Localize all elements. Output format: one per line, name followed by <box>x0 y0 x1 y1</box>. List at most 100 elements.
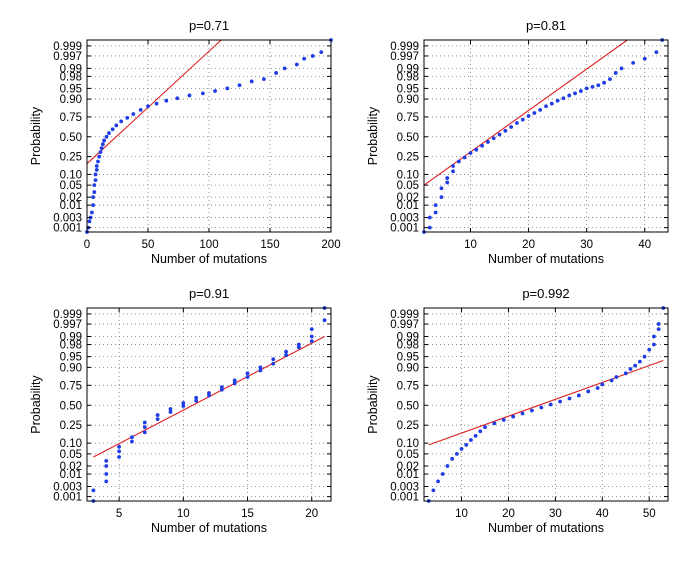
x-tick-label: 0 <box>84 239 90 251</box>
data-point <box>117 444 122 449</box>
data-point <box>284 349 288 354</box>
y-tick-label: 0.25 <box>397 152 419 164</box>
data-point <box>483 425 487 430</box>
y-tick-label: 0.001 <box>390 492 419 504</box>
y-tick-label: 0.95 <box>397 83 419 95</box>
y-tick-label: 0.98 <box>60 71 82 83</box>
y-tick-label: 0.997 <box>53 51 82 63</box>
y-tick-label: 0.99 <box>397 331 419 343</box>
data-point <box>322 318 327 323</box>
data-point <box>596 83 601 88</box>
data-point <box>117 449 122 454</box>
x-axis-label: Number of mutations <box>488 521 604 535</box>
chart-title: p=0.91 <box>189 286 229 301</box>
x-tick-label: 50 <box>643 508 656 520</box>
data-point <box>451 169 455 174</box>
data-point <box>608 77 612 82</box>
data-point <box>225 86 230 91</box>
x-tick-label: 10 <box>464 239 477 251</box>
y-tick-label: 0.999 <box>53 309 82 321</box>
data-point <box>451 164 455 168</box>
data-point <box>219 387 224 392</box>
y-tick-label: 0.997 <box>390 51 419 63</box>
data-point <box>92 183 97 188</box>
y-tick-label: 0.10 <box>60 438 82 450</box>
data-point <box>104 472 109 476</box>
data-point <box>94 164 99 168</box>
data-point <box>104 134 109 139</box>
data-point <box>296 345 301 350</box>
data-point <box>445 176 450 180</box>
y-tick-label: 0.05 <box>60 449 82 461</box>
y-axis-label: Probability <box>366 375 380 434</box>
data-point <box>89 210 94 215</box>
data-point <box>207 391 211 395</box>
data-point <box>131 112 136 116</box>
y-tick-label: 0.001 <box>390 223 419 235</box>
y-tick-label: 0.25 <box>60 152 82 164</box>
data-point <box>94 167 99 172</box>
data-point <box>155 417 160 421</box>
data-point <box>555 98 560 103</box>
data-point <box>142 425 147 430</box>
data-point <box>561 96 566 101</box>
data-point <box>532 111 537 115</box>
x-axis-label: Number of mutations <box>151 521 267 535</box>
data-point <box>654 50 659 55</box>
y-tick-label: 0.05 <box>60 180 82 192</box>
data-point <box>469 438 473 442</box>
data-point <box>142 420 147 425</box>
data-point <box>445 464 450 468</box>
y-tick-label: 0.001 <box>53 492 82 504</box>
data-point <box>602 80 606 85</box>
data-point <box>486 140 490 144</box>
y-tick-label: 0.02 <box>397 461 419 473</box>
y-tick-label: 0.95 <box>60 352 82 364</box>
y-tick-label: 0.05 <box>397 180 419 192</box>
data-point <box>497 132 502 137</box>
data-point <box>586 389 591 394</box>
y-tick-label: 0.10 <box>397 438 419 450</box>
data-point <box>232 378 237 383</box>
y-tick-label: 0.98 <box>397 71 419 83</box>
data-point <box>107 131 111 135</box>
data-point <box>526 114 531 118</box>
data-point <box>309 334 314 339</box>
data-point <box>194 395 199 400</box>
data-point <box>213 89 218 93</box>
data-point <box>491 136 496 141</box>
data-point <box>628 367 633 371</box>
x-tick-label: 200 <box>321 239 340 251</box>
data-point <box>93 172 98 177</box>
data-point <box>433 210 438 215</box>
x-tick-label: 20 <box>305 508 318 520</box>
y-tick-label: 0.10 <box>397 169 419 181</box>
data-point <box>87 219 92 224</box>
y-tick-label: 0.997 <box>53 319 82 331</box>
data-point <box>464 442 469 447</box>
data-point <box>462 155 467 160</box>
data-point <box>102 138 106 143</box>
x-tick-label: 150 <box>260 239 279 251</box>
data-point <box>511 414 516 419</box>
data-point <box>100 142 105 147</box>
data-point <box>201 91 205 96</box>
y-tick-label: 0.90 <box>397 94 419 106</box>
y-tick-label: 0.001 <box>53 223 82 235</box>
data-point <box>117 455 122 459</box>
data-point <box>544 104 548 109</box>
y-tick-label: 0.75 <box>60 380 82 392</box>
data-point <box>609 378 614 383</box>
data-point <box>503 128 508 133</box>
y-axis-label: Probability <box>366 106 380 165</box>
data-point <box>576 393 581 398</box>
data-point <box>631 60 636 65</box>
data-point <box>474 147 479 152</box>
data-point <box>445 180 450 185</box>
data-point <box>237 83 242 88</box>
axes-frame <box>86 307 332 502</box>
